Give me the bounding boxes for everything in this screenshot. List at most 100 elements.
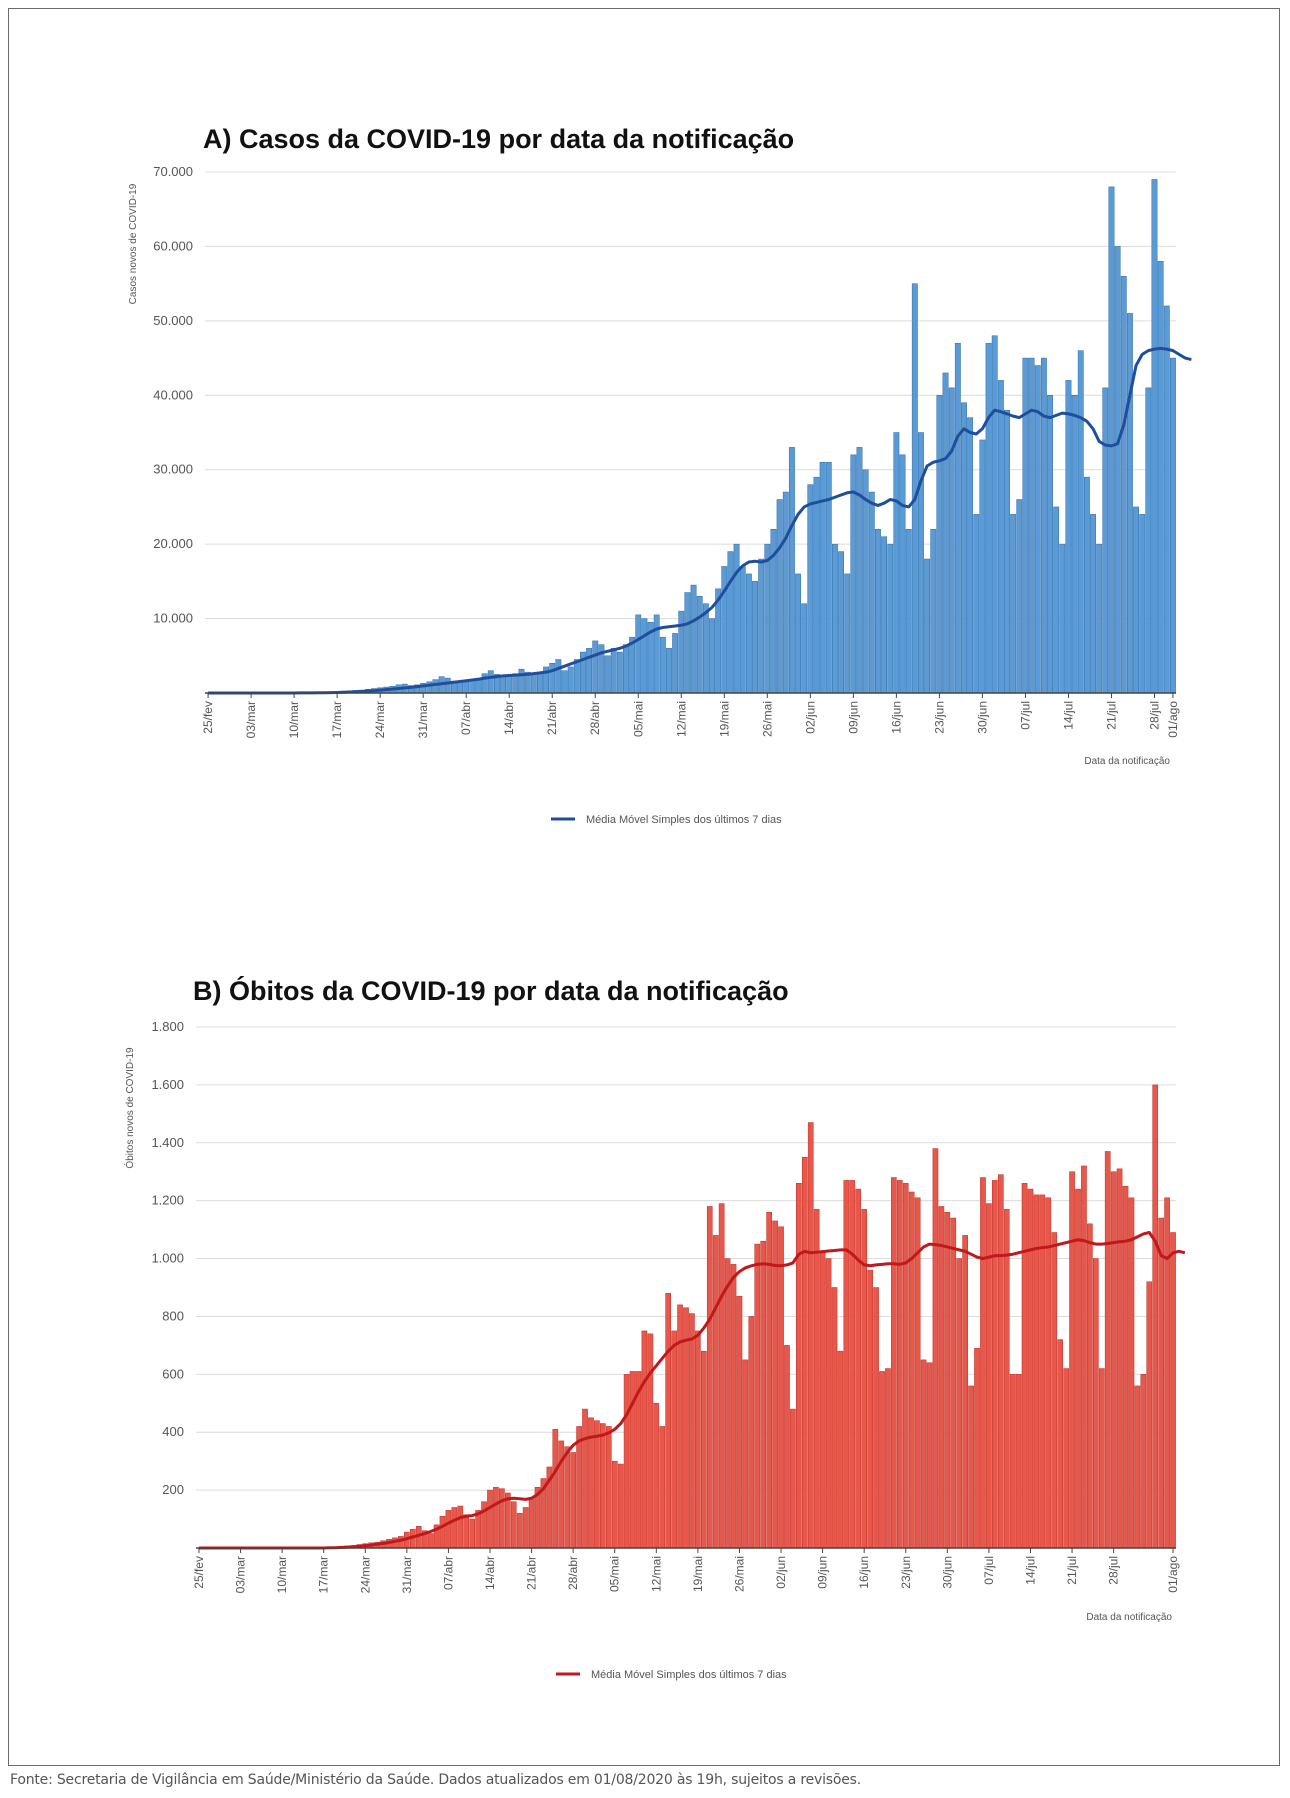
bar <box>861 1209 868 1549</box>
chart-cases: A) Casos da COVID-19 por data da notific… <box>128 124 1192 826</box>
x-tick-label: 03/mar <box>234 1556 248 1593</box>
bar <box>918 432 924 694</box>
bar <box>1065 380 1072 694</box>
bar <box>1057 1339 1064 1549</box>
x-tick-label: 19/mai <box>691 1556 705 1592</box>
x-tick-label: 26/mai <box>760 701 774 737</box>
bar <box>555 659 562 694</box>
bar <box>974 1348 980 1549</box>
bar <box>451 1507 458 1549</box>
bar <box>1059 543 1066 694</box>
bar <box>1022 357 1029 694</box>
bar <box>549 662 556 694</box>
bar <box>570 1452 576 1549</box>
bar <box>885 1368 891 1549</box>
bar <box>968 1385 974 1549</box>
bar <box>653 614 660 694</box>
bar <box>665 1293 672 1549</box>
bar <box>985 342 992 694</box>
x-tick-label: 17/mar <box>330 701 344 738</box>
bar <box>844 573 851 694</box>
bar <box>813 1209 820 1549</box>
bar <box>764 543 771 694</box>
bar <box>1140 1374 1147 1549</box>
x-ticks: 25/fev 03/mar 10/mar 17/mar 24/mar 31/mar 07/a… <box>201 693 1180 738</box>
bar <box>1108 186 1115 694</box>
chart-deaths: B) Óbitos da COVID-19 por data da notifi… <box>123 975 1186 1681</box>
x-tick-label: 25/fev <box>192 1556 206 1589</box>
legend-label: Média Móvel Simples dos últimos 7 dias <box>591 1669 787 1681</box>
bar <box>469 1518 476 1549</box>
bar <box>690 584 697 694</box>
bar <box>1158 1217 1164 1549</box>
bar <box>1028 357 1035 694</box>
bar <box>1069 1171 1075 1549</box>
bar <box>837 1350 844 1549</box>
y-tick-label: 600 <box>162 1366 184 1381</box>
y-tick-label: 800 <box>162 1308 184 1323</box>
legend: Média Móvel Simples dos últimos 7 dias <box>551 814 782 826</box>
bar <box>807 484 814 694</box>
bar <box>457 1505 464 1549</box>
bar <box>838 551 844 694</box>
y-axis-label: Casos novos de COVID-19 <box>128 183 139 304</box>
bar <box>868 491 875 694</box>
bar <box>671 1330 677 1549</box>
bar <box>635 614 642 694</box>
bar <box>617 1463 624 1549</box>
x-tick-label: 26/mai <box>733 1556 747 1592</box>
y-tick-label: 200 <box>162 1482 184 1497</box>
bar <box>709 618 715 694</box>
bar <box>908 1191 915 1549</box>
x-tick-label: 05/mai <box>608 1556 622 1592</box>
bar <box>739 566 746 694</box>
bar <box>1146 1281 1153 1549</box>
y-tick-label: 30.000 <box>153 462 193 477</box>
x-tick-label: 10/mar <box>275 1556 289 1593</box>
bar <box>843 1180 850 1549</box>
bar <box>1104 1151 1111 1549</box>
bar <box>891 1177 897 1549</box>
bar <box>930 529 937 694</box>
bar <box>604 655 611 694</box>
bar <box>1164 1197 1170 1549</box>
bar <box>807 1122 814 1549</box>
bar <box>730 1264 737 1549</box>
y-tick-label: 70.000 <box>153 164 193 179</box>
bar <box>582 1408 588 1549</box>
bar <box>611 1460 618 1549</box>
moving-average <box>198 1231 1186 1550</box>
bar <box>1077 350 1084 694</box>
bar <box>1152 1084 1159 1549</box>
bar <box>445 1510 452 1549</box>
bar <box>469 680 476 694</box>
bar <box>1051 1232 1058 1549</box>
y-tick-label: 1.400 <box>151 1135 184 1150</box>
x-tick-label: 14/jul <box>1024 1556 1038 1585</box>
bar <box>499 1488 505 1549</box>
y-tick-label: 10.000 <box>153 611 193 626</box>
bar <box>1003 1209 1010 1549</box>
bar <box>875 529 881 694</box>
x-ticks: 25/fev 03/mar 10/mar 17/mar 24/mar 31/mar 07/a… <box>192 1548 1180 1593</box>
x-tick-label: 23/jun <box>899 1556 913 1589</box>
x-tick-label: 09/jun <box>816 1556 830 1589</box>
source-footnote: Fonte: Secretaria de Vigilância em Saúde… <box>10 1772 861 1788</box>
bar <box>552 1429 559 1549</box>
bar <box>997 380 1004 694</box>
x-tick-label: 30/jun <box>940 1556 954 1589</box>
bar <box>944 1211 951 1549</box>
bar <box>712 1235 719 1549</box>
bar <box>1063 1368 1069 1549</box>
bar <box>432 679 439 694</box>
x-tick-label: 01/ago <box>1166 701 1180 738</box>
bar <box>973 514 980 694</box>
bar <box>1116 1168 1123 1549</box>
bar <box>1092 1258 1099 1549</box>
bar <box>1016 499 1023 694</box>
bar <box>778 1226 784 1549</box>
bar <box>942 372 949 694</box>
bar <box>795 573 801 694</box>
bar <box>427 1533 434 1549</box>
bar <box>457 682 463 694</box>
